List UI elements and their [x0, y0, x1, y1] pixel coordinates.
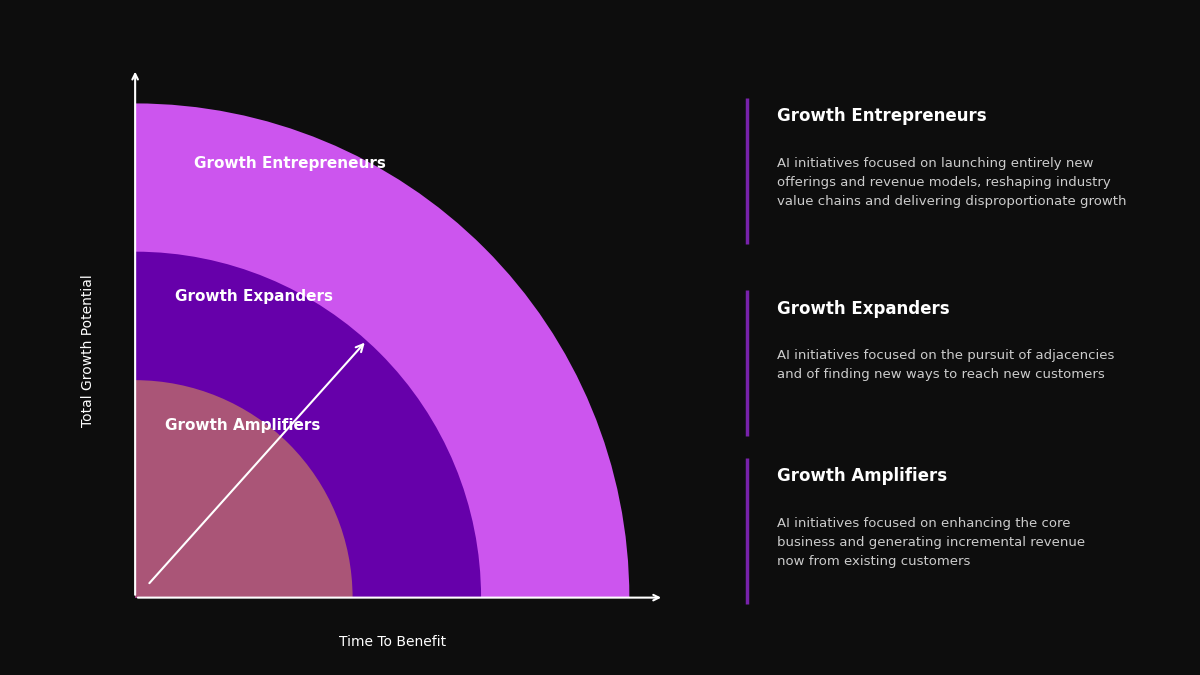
Text: Growth Expanders: Growth Expanders: [778, 300, 950, 318]
Text: Growth Expanders: Growth Expanders: [175, 289, 332, 304]
Text: Growth Amplifiers: Growth Amplifiers: [778, 467, 948, 485]
Text: Growth Entrepreneurs: Growth Entrepreneurs: [778, 107, 988, 125]
Text: AI initiatives focused on enhancing the core
business and generating incremental: AI initiatives focused on enhancing the …: [778, 517, 1086, 568]
Wedge shape: [136, 103, 629, 597]
Text: AI initiatives focused on launching entirely new
offerings and revenue models, r: AI initiatives focused on launching enti…: [778, 157, 1127, 208]
Wedge shape: [136, 380, 353, 597]
Text: Time To Benefit: Time To Benefit: [338, 634, 445, 649]
Text: AI initiatives focused on the pursuit of adjacencies
and of finding new ways to : AI initiatives focused on the pursuit of…: [778, 350, 1115, 381]
Text: Growth Entrepreneurs: Growth Entrepreneurs: [194, 156, 386, 171]
Text: Total Growth Potential: Total Growth Potential: [82, 274, 95, 427]
Wedge shape: [136, 252, 481, 597]
Text: Growth Amplifiers: Growth Amplifiers: [164, 418, 320, 433]
